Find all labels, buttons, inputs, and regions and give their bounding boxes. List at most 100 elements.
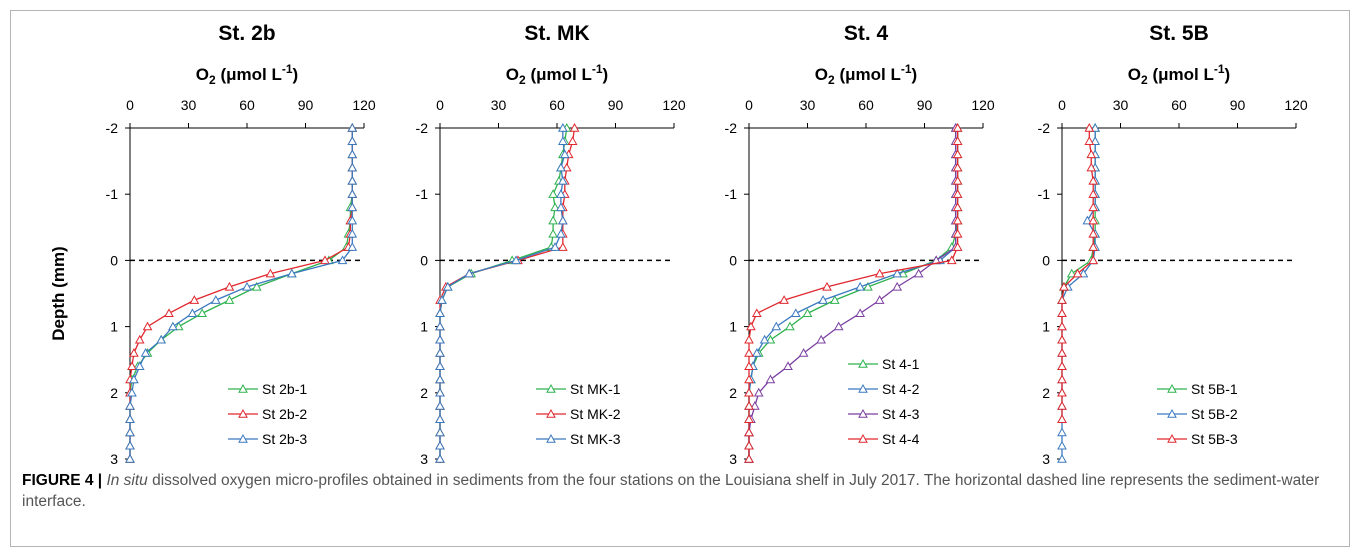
data-point bbox=[168, 321, 178, 331]
data-point bbox=[1057, 361, 1067, 371]
data-point bbox=[347, 175, 358, 185]
data-point bbox=[189, 295, 200, 304]
data-point bbox=[511, 255, 521, 265]
legend-label: St 4-3 bbox=[882, 406, 920, 422]
data-point bbox=[1057, 348, 1067, 357]
x-tick-label: 120 bbox=[971, 97, 995, 113]
data-point bbox=[134, 334, 145, 344]
series-line bbox=[129, 128, 353, 459]
data-point bbox=[435, 334, 445, 344]
x-tick-label: 90 bbox=[1230, 97, 1246, 113]
series-line bbox=[439, 127, 568, 459]
legend-label: St 4-2 bbox=[882, 381, 920, 397]
data-point bbox=[771, 321, 782, 331]
data-point bbox=[287, 268, 297, 278]
data-point bbox=[558, 175, 568, 185]
x-tick-label: 0 bbox=[1058, 97, 1066, 113]
y-tick-label: -1 bbox=[106, 186, 119, 202]
chart-panel-2: St. MK O2 (μmol L-1) 0 30 60 90 120 -2 -1 0 1 2 3 St … bbox=[416, 22, 686, 467]
x-tick-label: 60 bbox=[1171, 97, 1187, 113]
y-tick-label: -2 bbox=[106, 120, 119, 136]
data-point bbox=[744, 401, 754, 410]
x-tick-label: 90 bbox=[298, 97, 314, 113]
data-point bbox=[561, 162, 572, 172]
data-point bbox=[750, 401, 760, 410]
series-line bbox=[748, 128, 959, 459]
x-axis-label: O2 (μmol L-1) bbox=[815, 62, 917, 87]
legend-label: St 2b-2 bbox=[262, 406, 307, 422]
data-point bbox=[559, 149, 570, 159]
x-tick-label: 120 bbox=[662, 97, 686, 113]
data-point bbox=[129, 374, 139, 384]
x-tick-label: 30 bbox=[491, 97, 507, 113]
data-point bbox=[347, 136, 358, 145]
y-tick-label: -1 bbox=[725, 186, 738, 202]
y-tick-label: -2 bbox=[416, 120, 429, 136]
data-point bbox=[173, 321, 184, 331]
data-point bbox=[556, 202, 566, 212]
data-point bbox=[347, 189, 358, 198]
data-point bbox=[816, 334, 826, 344]
data-point bbox=[952, 242, 963, 251]
chart-title: St. 4 bbox=[844, 22, 889, 45]
data-point bbox=[347, 242, 358, 251]
x-tick-label: 90 bbox=[608, 97, 624, 113]
x-axis-label: O2 (μmol L-1) bbox=[1128, 62, 1230, 87]
y-tick-label: 3 bbox=[110, 451, 118, 467]
data-point bbox=[744, 361, 754, 371]
x-tick-label: 30 bbox=[1113, 97, 1129, 113]
legend-label: St 4-4 bbox=[882, 431, 920, 447]
data-point bbox=[127, 361, 137, 371]
data-point bbox=[548, 228, 558, 238]
legend-label: St 4-1 bbox=[882, 356, 920, 372]
data-point bbox=[1057, 440, 1067, 450]
data-point bbox=[751, 348, 762, 357]
legend-label: St MK-3 bbox=[570, 431, 621, 447]
series-line bbox=[1061, 128, 1096, 459]
data-point bbox=[744, 414, 754, 423]
legend-marker bbox=[546, 408, 556, 418]
x-tick-label: 30 bbox=[181, 97, 197, 113]
y-tick-label: 2 bbox=[420, 385, 428, 401]
data-point bbox=[435, 427, 445, 437]
data-point bbox=[744, 334, 754, 344]
data-point bbox=[548, 189, 558, 198]
data-point bbox=[435, 361, 445, 371]
data-point bbox=[765, 334, 776, 344]
data-point bbox=[744, 387, 754, 397]
data-point bbox=[435, 453, 445, 463]
data-point bbox=[898, 268, 908, 278]
data-point bbox=[1086, 149, 1097, 159]
x-tick-label: 60 bbox=[239, 97, 255, 113]
data-point bbox=[1082, 215, 1093, 225]
data-point bbox=[863, 281, 873, 291]
data-point bbox=[224, 281, 235, 291]
data-point bbox=[1066, 268, 1077, 278]
data-point bbox=[435, 387, 445, 397]
y-axis-label: Depth (mm) bbox=[49, 246, 68, 340]
data-point bbox=[347, 162, 358, 172]
legend-marker bbox=[1167, 433, 1177, 443]
data-point bbox=[1084, 122, 1095, 132]
data-point bbox=[798, 348, 809, 357]
data-point bbox=[892, 281, 903, 291]
legend-marker bbox=[1167, 408, 1177, 418]
figure-frame bbox=[10, 10, 1350, 547]
data-point bbox=[753, 387, 764, 397]
data-point bbox=[1057, 427, 1067, 437]
legend-marker bbox=[858, 358, 868, 368]
legend-marker bbox=[238, 433, 248, 443]
legend-marker bbox=[238, 408, 248, 418]
data-point bbox=[1057, 295, 1067, 304]
data-point bbox=[1086, 162, 1097, 172]
data-point bbox=[1059, 281, 1069, 291]
y-tick-label: -2 bbox=[725, 120, 738, 136]
data-point bbox=[783, 361, 793, 371]
x-tick-label: 90 bbox=[917, 97, 933, 113]
x-tick-label: 60 bbox=[858, 97, 874, 113]
series-line bbox=[129, 128, 353, 459]
data-point bbox=[952, 202, 963, 212]
data-point bbox=[744, 427, 754, 437]
data-point bbox=[435, 401, 445, 410]
